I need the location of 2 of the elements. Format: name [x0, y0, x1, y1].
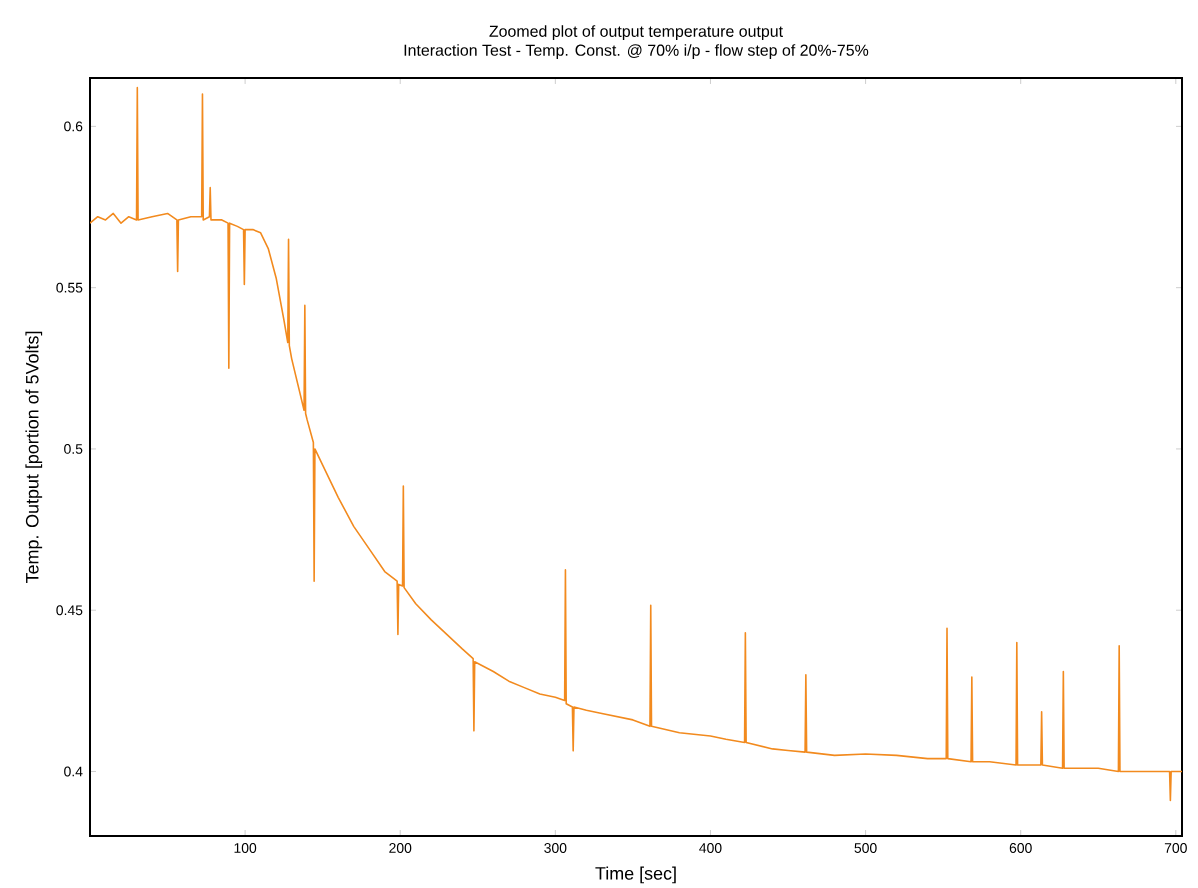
y-axis-title: Temp. Output [portion of 5Volts]	[25, 331, 43, 584]
x-axis-title: Time [sec]	[595, 866, 676, 884]
